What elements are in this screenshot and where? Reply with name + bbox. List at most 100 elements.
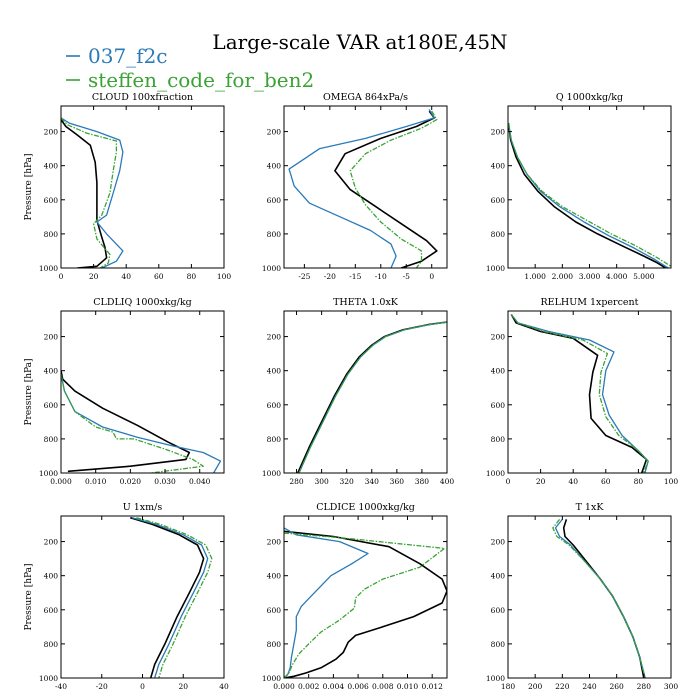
series-line-black [510, 314, 648, 473]
y-tick-label: 200 [44, 538, 59, 547]
chart-panel: U 1xm/s 200 400 600 800 1000-40 -20 0 20 40 Pressu… [24, 502, 229, 691]
x-tick-label: -20 [96, 682, 108, 691]
plot-frame [283, 105, 448, 269]
x-tick-label: 260 [610, 682, 625, 691]
y-tick-label: 600 [44, 606, 59, 615]
x-tick-label: 20 [89, 272, 99, 281]
panel-title: RELHUM 1xpercent [541, 297, 639, 308]
y-tick-label: 400 [44, 162, 59, 171]
plot-frame [507, 515, 672, 679]
y-tick-label: 800 [44, 435, 59, 444]
legend-label-steffen: steffen_code_for_ben2 [88, 68, 314, 92]
x-tick-label: 20 [536, 477, 546, 486]
x-tick-label: 0.004 [323, 682, 345, 691]
x-tick-label: 60 [601, 477, 611, 486]
y-tick-label: 400 [491, 162, 506, 171]
y-tick-label: 800 [267, 640, 282, 649]
y-tick-label: 800 [491, 640, 506, 649]
y-axis-label: Pressure [hPa] [24, 563, 34, 630]
x-tick-label: 0.008 [372, 682, 394, 691]
y-tick-label: 1000 [486, 469, 505, 478]
x-tick-label: 0 [429, 272, 434, 281]
chart-panel: THETA 1.0xK 200 400 600 800 1000 280 300 320 340 3… [262, 297, 454, 486]
chart-panel: OMEGA 864xPa/s 200 400 600 800 1000 -25 -20 -15 -… [262, 92, 448, 281]
y-tick-label: 200 [491, 333, 506, 342]
x-tick-label: 0.012 [421, 682, 443, 691]
y-tick-label: 800 [267, 230, 282, 239]
x-tick-label: 5.000 [633, 272, 655, 281]
y-tick-label: 400 [267, 162, 282, 171]
x-tick-label: 0.000 [273, 682, 295, 691]
series-line-blue [132, 517, 209, 678]
y-tick-label: 200 [491, 538, 506, 547]
y-tick-label: 1000 [486, 674, 505, 683]
plot-frame [283, 515, 448, 679]
y-tick-label: 600 [491, 196, 506, 205]
series-line-green [298, 321, 447, 473]
series-line-black [61, 119, 108, 268]
x-tick-label: 280 [289, 477, 304, 486]
x-tick-label: 360 [390, 477, 405, 486]
legend-label-037-f2c: 037_f2c [88, 44, 168, 68]
plot-frame [507, 310, 672, 474]
panel-title: T 1xK [576, 502, 605, 513]
y-tick-label: 400 [491, 367, 506, 376]
plot-frame [60, 105, 225, 269]
y-tick-label: 800 [44, 230, 59, 239]
y-tick-label: 600 [491, 606, 506, 615]
x-tick-label: 0 [140, 682, 145, 691]
y-tick-label: 200 [44, 128, 59, 137]
y-axis-label: Pressure [hPa] [24, 358, 34, 425]
panel-title: Q 1000xkg/kg [556, 92, 623, 103]
x-tick-label: 0.030 [154, 477, 176, 486]
x-tick-label: 180 [501, 682, 516, 691]
x-tick-label: 0.000 [50, 477, 72, 486]
series-line-blue [508, 122, 669, 268]
x-tick-label: -10 [375, 272, 387, 281]
y-tick-label: 400 [44, 572, 59, 581]
series-line-black [284, 530, 447, 678]
x-tick-label: 100 [664, 477, 679, 486]
y-tick-label: 800 [267, 435, 282, 444]
x-tick-label: 220 [555, 682, 570, 691]
y-tick-label: 1000 [486, 264, 505, 273]
x-tick-label: 80 [187, 272, 197, 281]
panel-title: OMEGA 864xPa/s [323, 92, 408, 103]
y-tick-label: 1000 [262, 674, 281, 683]
y-tick-label: 600 [491, 401, 506, 410]
y-tick-label: 200 [267, 538, 282, 547]
y-tick-label: 800 [491, 230, 506, 239]
series-line-green [349, 110, 438, 268]
x-tick-label: 40 [568, 477, 578, 486]
chart-panel: Q 1000xkg/kg 200 400 600 800 1000 1.000 2.000 3.… [486, 92, 672, 281]
series-line-green [136, 517, 213, 678]
y-tick-label: 200 [267, 333, 282, 342]
x-tick-label: 0.006 [347, 682, 369, 691]
series-line-black [562, 519, 645, 678]
series-line-green [510, 314, 649, 473]
x-tick-label: 60 [154, 272, 164, 281]
x-tick-label: 40 [121, 272, 131, 281]
panel-title: THETA 1.0xK [333, 297, 399, 308]
series-line-green [552, 518, 646, 678]
y-tick-label: 600 [44, 196, 59, 205]
series-line-black [297, 321, 447, 473]
x-tick-label: 0.010 [85, 477, 107, 486]
x-tick-label: -5 [403, 272, 411, 281]
y-tick-label: 200 [491, 128, 506, 137]
series-line-green [284, 532, 446, 678]
y-tick-label: 600 [267, 196, 282, 205]
x-tick-label: 3.000 [579, 272, 601, 281]
plot-frame [60, 310, 225, 474]
y-tick-label: 800 [44, 640, 59, 649]
x-tick-label: 400 [440, 477, 455, 486]
y-tick-label: 1000 [39, 469, 58, 478]
x-tick-label: 340 [365, 477, 380, 486]
series-line-blue [61, 373, 222, 473]
y-tick-label: 1000 [39, 264, 58, 273]
x-tick-label: 0 [59, 272, 64, 281]
x-tick-label: 1.000 [524, 272, 546, 281]
